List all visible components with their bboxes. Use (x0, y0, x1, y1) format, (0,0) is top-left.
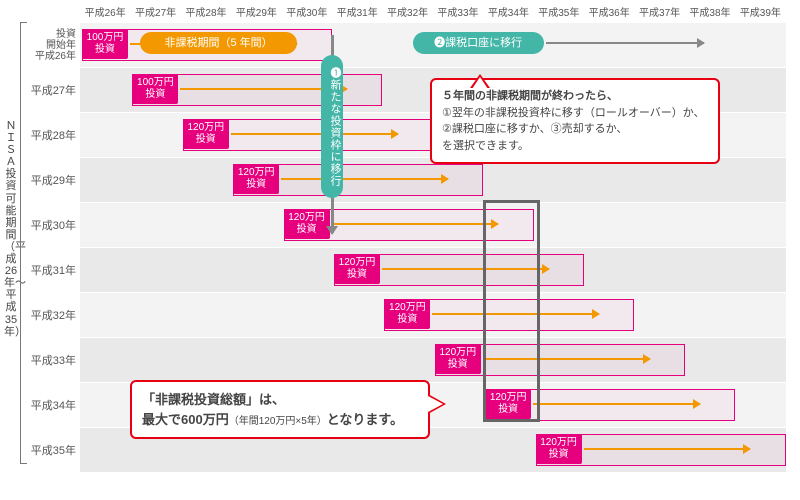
year-header: 平成30年 (282, 4, 332, 16)
investment-badge: 120万円投資 (284, 209, 330, 239)
row-label: 平成35年 (24, 442, 76, 458)
callout-rollover: ５年間の非課税期間が終わったら、①翌年の非課税投資枠に移す（ロールオーバー）か、… (430, 78, 720, 164)
row-label: 平成33年 (24, 352, 76, 368)
row: 平成31年120万円投資 (80, 247, 786, 292)
row-label: 平成28年 (24, 127, 76, 143)
row: 平成32年120万円投資 (80, 292, 786, 337)
year-header: 平成31年 (332, 4, 382, 16)
investment-badge: 120万円投資 (183, 119, 229, 149)
year-header: 平成28年 (181, 4, 231, 16)
nisa-diagram: ＮＩＳＡ投資可能期間（平成26年〜平成35年）平成26年平成27年平成28年平成… (0, 0, 800, 500)
year-header: 平成27年 (130, 4, 180, 16)
row: 平成33年120万円投資 (80, 337, 786, 382)
vertical-teal-pill: ❶新たな投資枠に移行 (321, 55, 343, 198)
arrow-icon (533, 403, 700, 405)
row-label: 平成34年 (24, 397, 76, 413)
row-label: 平成32年 (24, 307, 76, 323)
year-header: 平成36年 (584, 4, 634, 16)
row-label: 平成31年 (24, 262, 76, 278)
row-label: 平成29年 (24, 172, 76, 188)
year-header: 平成37年 (634, 4, 684, 16)
arrow-icon (281, 178, 448, 180)
investment-badge: 100万円投資 (82, 29, 128, 59)
investment-badge: 120万円投資 (435, 344, 481, 374)
row-label: 投資開始年平成26年 (24, 29, 76, 62)
year-header: 平成26年 (80, 4, 130, 16)
orange-pill: 非課税期間（5 年間） (140, 32, 296, 54)
arrow-icon (332, 223, 499, 225)
row-label: 平成27年 (24, 82, 76, 98)
investment-badge: 120万円投資 (334, 254, 380, 284)
year-header: 平成32年 (382, 4, 432, 16)
arrow-icon (584, 448, 751, 450)
year-header: 平成33年 (433, 4, 483, 16)
year-header: 平成29年 (231, 4, 281, 16)
highlight-bracket (483, 200, 539, 422)
investment-badge: 120万円投資 (384, 299, 430, 329)
arrow-icon (231, 133, 398, 135)
y-axis-label: ＮＩＳＡ投資可能期間（平成26年〜平成35年） (4, 120, 18, 338)
callout-total: 「非課税投資総額」は、最大で600万円（年間120万円×5年）となります。 (130, 380, 430, 439)
year-header: 平成35年 (534, 4, 584, 16)
row-label: 平成30年 (24, 217, 76, 233)
investment-badge: 120万円投資 (536, 434, 582, 464)
year-header: 平成39年 (735, 4, 785, 16)
gray-arrow-icon (546, 42, 704, 44)
investment-badge: 120万円投資 (233, 164, 279, 194)
year-header: 平成38年 (685, 4, 735, 16)
year-header: 平成34年 (483, 4, 533, 16)
teal-pill: ❷課税口座に移行 (413, 32, 544, 54)
investment-badge: 100万円投資 (132, 74, 178, 104)
row: 平成30年120万円投資 (80, 202, 786, 247)
